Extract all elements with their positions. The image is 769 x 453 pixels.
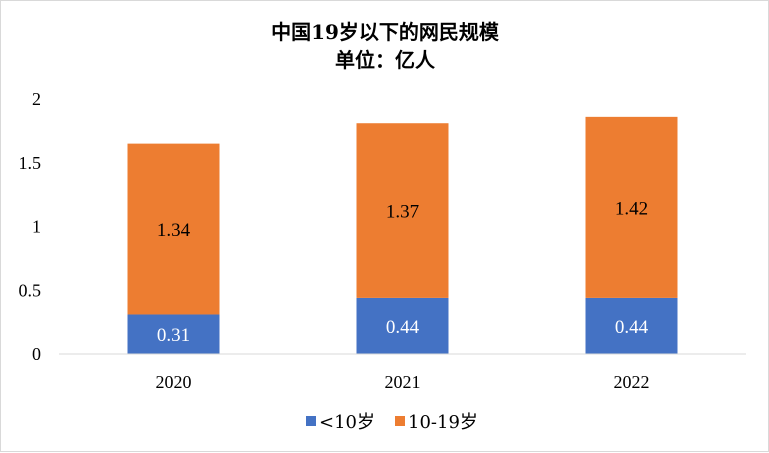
- legend-swatch: [306, 416, 316, 426]
- data-label: 1.42: [615, 198, 648, 219]
- bar-segment: [356, 123, 449, 298]
- y-tick-label: 0.5: [19, 280, 42, 300]
- x-axis-ticks: 2020 2021 2022: [156, 372, 650, 392]
- data-label: 1.34: [157, 220, 191, 241]
- data-label-group: 0.31 1.34 0.44 1.37 0.44 1.42: [157, 198, 649, 346]
- y-tick-label: 1.5: [19, 153, 42, 173]
- data-label: 1.37: [386, 202, 419, 223]
- bar-segment: [356, 297, 449, 354]
- bar-segment: [585, 116, 678, 298]
- bar-segment: [127, 314, 220, 354]
- legend: <10岁 10-19岁: [306, 412, 478, 433]
- y-tick-label: 2: [32, 89, 41, 109]
- legend-label: 10-19岁: [408, 412, 478, 433]
- x-tick-label: 2022: [614, 372, 650, 392]
- data-label: 0.44: [386, 317, 420, 338]
- bar-group: [127, 116, 678, 354]
- legend-label: <10岁: [319, 412, 375, 433]
- data-label: 0.44: [615, 317, 649, 338]
- data-label: 0.31: [157, 325, 190, 346]
- bar-segment: [585, 297, 678, 354]
- x-tick-label: 2021: [385, 372, 421, 392]
- bar-segment: [127, 143, 220, 315]
- legend-swatch: [395, 416, 405, 426]
- chart-title: 中国19岁以下的网民规模: [271, 20, 500, 44]
- chart-subtitle: 单位：亿人: [335, 48, 436, 72]
- y-tick-label: 1: [32, 217, 41, 237]
- x-tick-label: 2020: [156, 372, 192, 392]
- y-tick-label: 0: [32, 344, 41, 364]
- y-axis-ticks: 0 0.5 1 1.5 2: [19, 89, 42, 364]
